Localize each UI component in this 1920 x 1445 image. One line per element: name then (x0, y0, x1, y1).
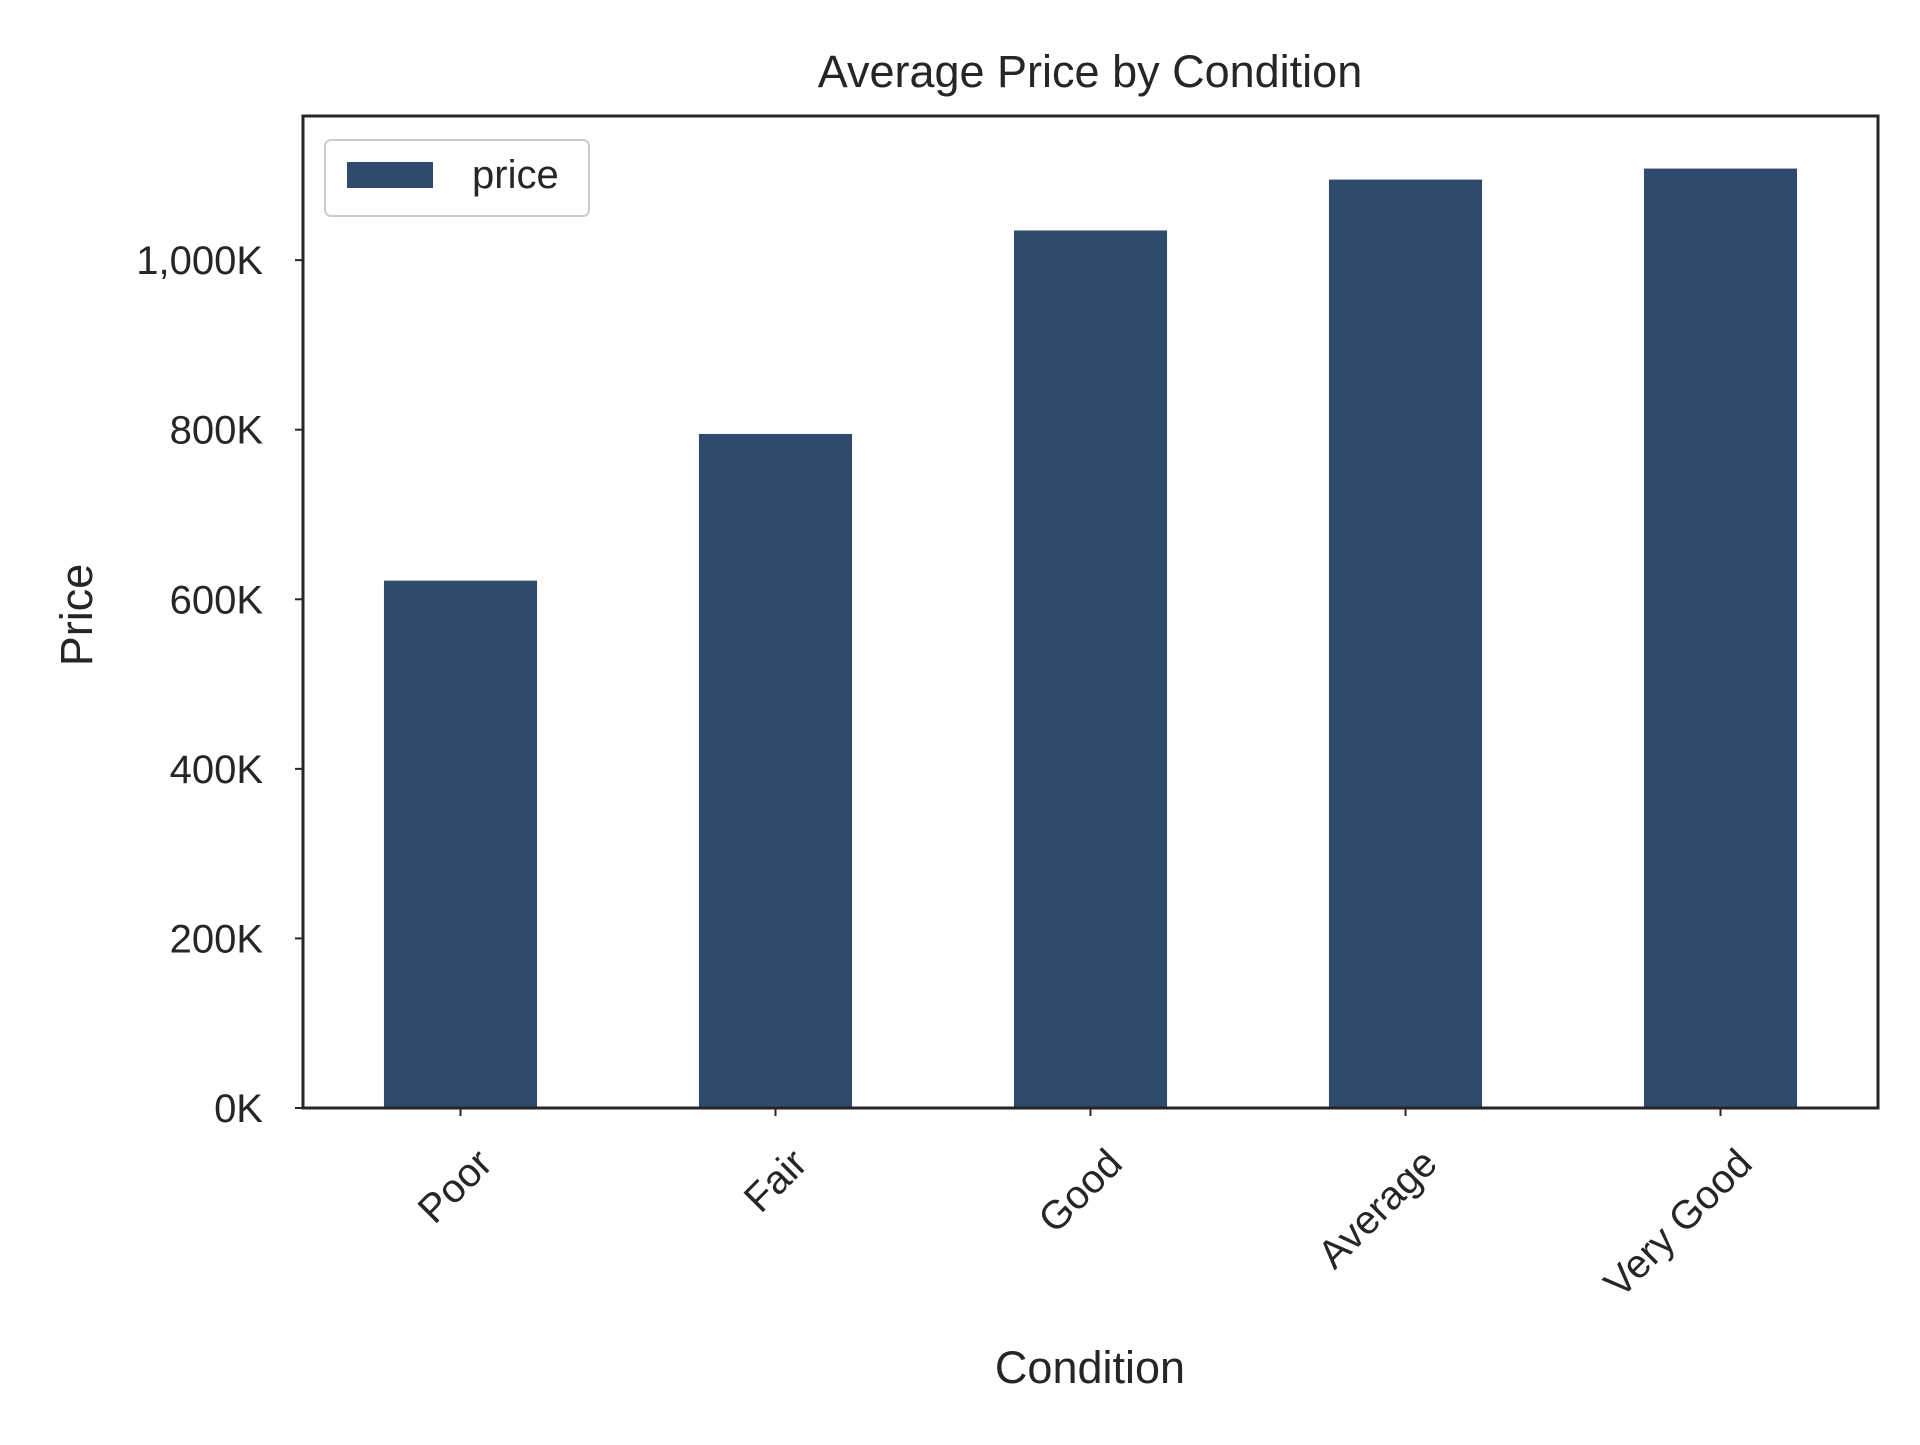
x-axis-ticks: Poor Fair Good Average Very Good (410, 1108, 1761, 1306)
y-axis-label: Price (51, 564, 102, 667)
legend-swatch (347, 162, 433, 188)
bar-good (1013, 230, 1168, 1108)
y-tick-label: 0K (214, 1087, 263, 1131)
bar-average (1328, 179, 1483, 1109)
chart-title: Average Price by Condition (818, 46, 1362, 97)
legend-box (324, 139, 590, 217)
y-tick-label: 800K (170, 409, 264, 453)
bar-fair (698, 433, 853, 1108)
legend-label: price (472, 153, 559, 197)
x-tick-label: Good (1030, 1141, 1130, 1241)
x-tick-label: Average (1310, 1141, 1446, 1277)
y-tick-label: 1,000K (136, 239, 263, 283)
bar-poor (383, 580, 538, 1108)
x-tick-label: Very Good (1596, 1141, 1761, 1306)
bars (383, 168, 1798, 1109)
legend: price (324, 139, 590, 217)
plot-frame (301, 114, 1880, 1110)
x-axis-label: Condition (995, 1342, 1185, 1393)
x-tick-label: Poor (410, 1141, 501, 1232)
bar-very-good (1643, 168, 1798, 1109)
y-tick-label: 400K (170, 748, 264, 792)
x-tick-label: Fair (736, 1141, 816, 1221)
y-axis-ticks: 0K 200K 400K 600K 800K 1,000K (136, 239, 303, 1131)
y-tick-label: 600K (170, 578, 264, 622)
y-tick-label: 200K (170, 917, 264, 961)
